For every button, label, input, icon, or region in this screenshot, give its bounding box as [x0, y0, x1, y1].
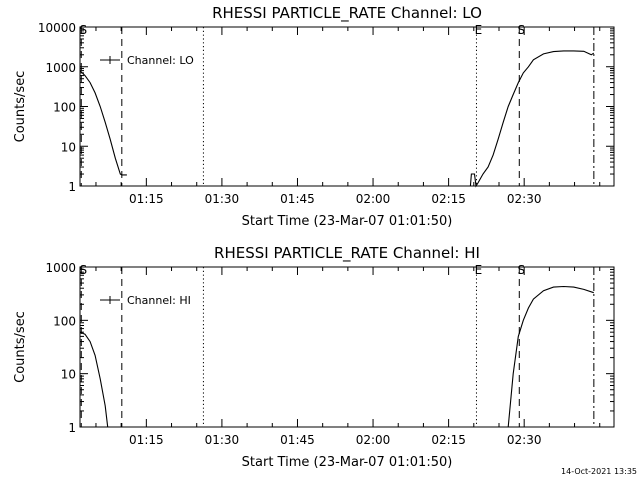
x-tick-label: 01:45	[280, 433, 315, 447]
y-tick-label: 10	[61, 140, 76, 154]
footer-timestamp: 14-Oct-2021 13:35	[561, 467, 637, 476]
y-axis-label: Counts/sec	[13, 71, 28, 143]
y-tick-label: 1	[68, 421, 76, 435]
x-tick-label: 01:30	[205, 192, 240, 206]
y-tick-label: 1000	[45, 261, 76, 275]
y-tick-label: 1000	[45, 61, 76, 75]
series-line	[469, 50, 595, 188]
y-tick-label: 10	[61, 368, 76, 382]
y-axis-label: Counts/sec	[13, 311, 28, 383]
x-tick-label: 01:30	[205, 433, 240, 447]
time-marker-label: S	[79, 23, 87, 37]
chart-panel-lo: RHESSI PARTICLE_RATE Channel: LO 1 10 100 10…	[13, 4, 615, 229]
x-tick-label: 02:30	[507, 192, 542, 206]
time-marker-label: S	[79, 263, 87, 277]
series-line	[507, 285, 594, 428]
x-tick-label: 02:15	[431, 192, 466, 206]
time-marker-label: S	[517, 23, 525, 37]
x-tick-label: 02:00	[356, 192, 391, 206]
chart-title: RHESSI PARTICLE_RATE Channel: LO	[212, 4, 482, 23]
legend-label: Channel: HI	[127, 294, 191, 307]
chart-panel-hi: RHESSI PARTICLE_RATE Channel: HI 1 10 100 10…	[13, 244, 615, 470]
x-tick-label: 02:15	[431, 433, 466, 447]
x-tick-label: 02:30	[507, 433, 542, 447]
x-tick-label: 01:45	[280, 192, 315, 206]
x-tick-label: 01:15	[129, 433, 164, 447]
legend-label: Channel: LO	[127, 54, 194, 67]
x-axis-label: Start Time (23-Mar-07 01:01:50)	[242, 455, 453, 470]
series-line	[79, 331, 109, 428]
series-line	[79, 70, 127, 176]
time-marker-label: E	[475, 23, 483, 37]
plot-frame	[79, 266, 615, 428]
y-tick-label: 100	[53, 101, 76, 115]
y-tick-label: 100	[53, 314, 76, 328]
chart-title: RHESSI PARTICLE_RATE Channel: HI	[214, 244, 480, 263]
y-tick-label: 1	[68, 180, 76, 194]
y-tick-label: 10000	[38, 21, 76, 35]
time-marker-label: E	[475, 263, 483, 277]
x-tick-label: 02:00	[356, 433, 391, 447]
time-marker-label: S	[517, 263, 525, 277]
x-axis-label: Start Time (23-Mar-07 01:01:50)	[242, 214, 453, 229]
plot-frame	[79, 26, 615, 187]
x-tick-label: 01:15	[129, 192, 164, 206]
